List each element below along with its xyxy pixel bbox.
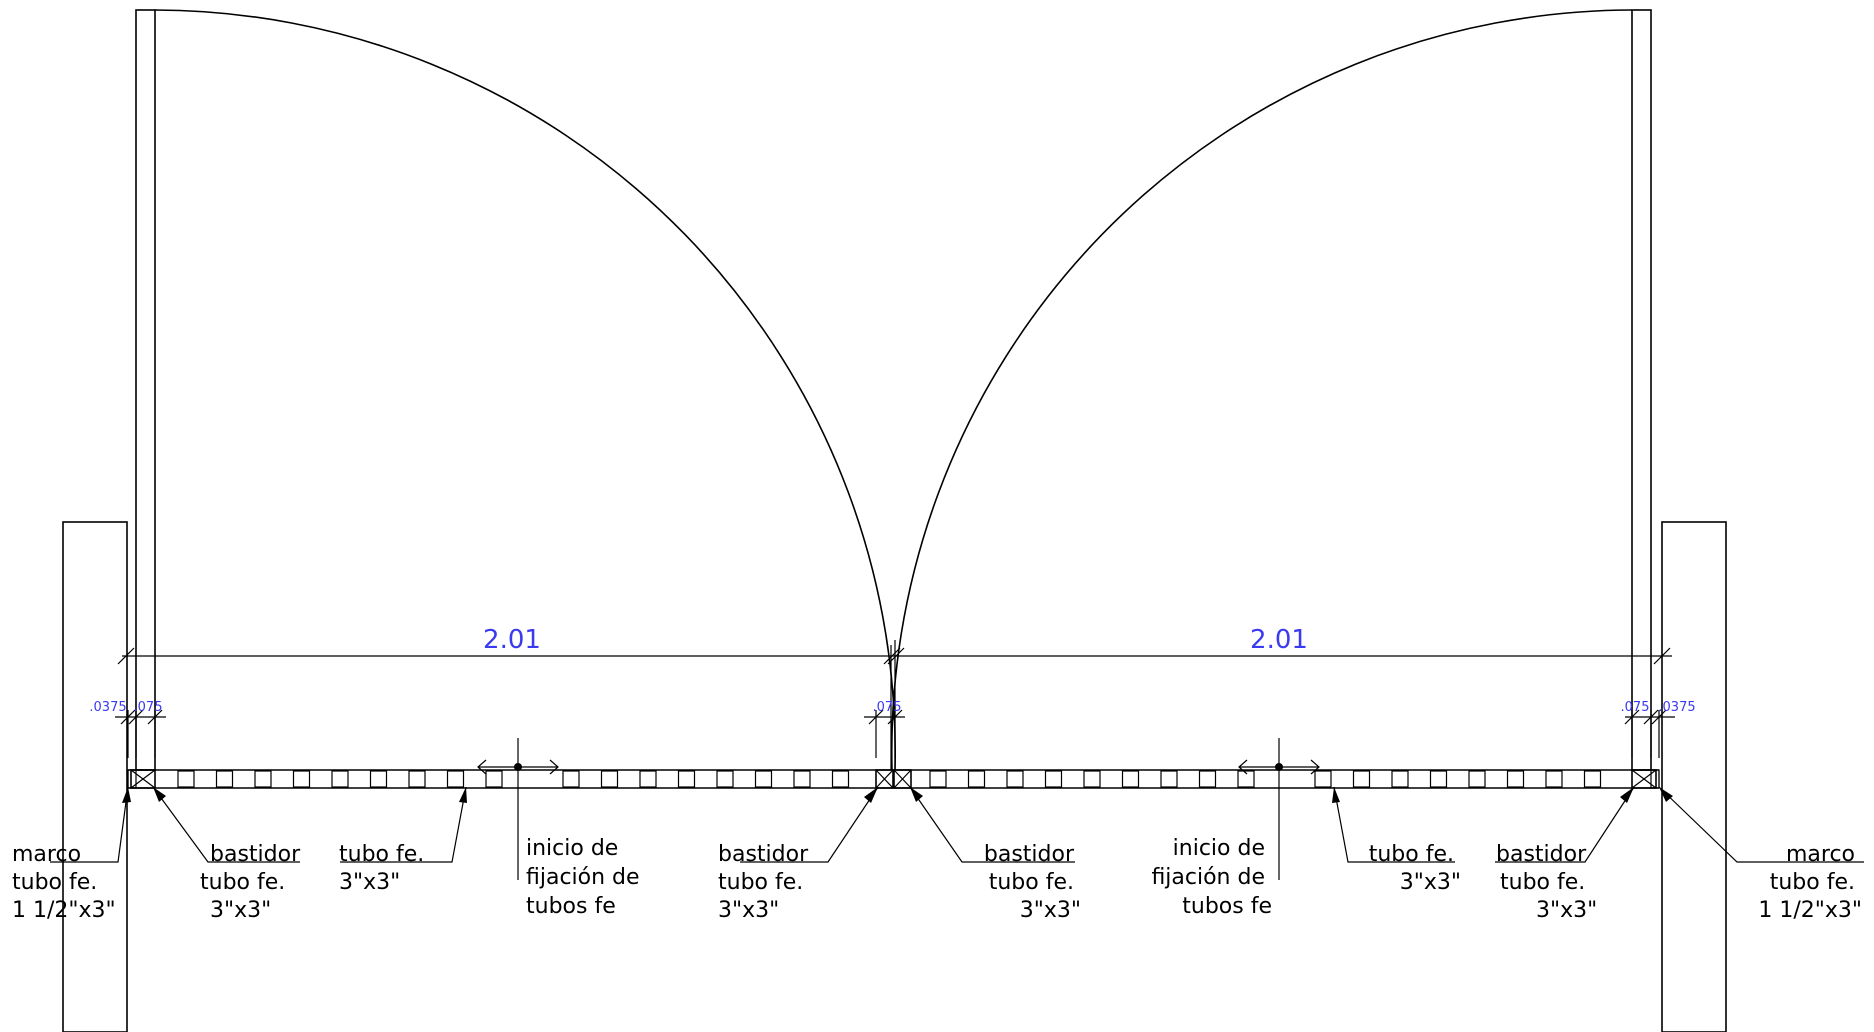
small-dimension-ticks [115, 700, 1675, 758]
dim-right-post: .075 [1621, 700, 1650, 715]
tube-square [331, 770, 349, 788]
tube-square [1583, 770, 1602, 788]
tube-square [1545, 770, 1563, 788]
tube-square [292, 770, 311, 788]
label-bastidor-right: bastidor tubo fe. 3"x3" [1496, 842, 1597, 923]
right-wall-column [1661, 521, 1727, 1032]
label-bastidor-left: bastidor tubo fe. 3"x3" [200, 842, 307, 923]
tube-square [1006, 770, 1024, 788]
tube-square [562, 770, 580, 788]
label-inicio-left: inicio de fijación de tubos fe [526, 836, 647, 919]
center-post-box-right [893, 769, 912, 789]
tube-square [600, 770, 619, 788]
tube-square [1314, 770, 1332, 788]
tube-square [446, 770, 465, 788]
tube-square [1506, 770, 1525, 788]
tube-square [1237, 770, 1255, 788]
tube-square [1160, 770, 1178, 788]
label-bastidor-center-left: bastidor tubo fe. 3"x3" [718, 842, 815, 923]
leader-lines [50, 786, 1864, 863]
tube-square [1083, 770, 1101, 788]
tube-square [485, 770, 503, 788]
label-marco-right: marco tubo fe. 1 1/2"x3" [1758, 842, 1862, 923]
left-fixation-marker [477, 738, 559, 880]
left-wall-column [62, 521, 128, 1032]
tube-square [831, 770, 850, 788]
tube-square [408, 770, 426, 788]
tube-square [1044, 770, 1063, 788]
tube-square [929, 770, 947, 788]
right-span-dimension: 2.01 [1250, 625, 1308, 655]
tube-square [177, 770, 195, 788]
tube-square [215, 770, 234, 788]
tube-square [1352, 770, 1371, 788]
tube-square [1429, 770, 1448, 788]
right-tube-row [929, 770, 1602, 788]
tube-square [639, 770, 657, 788]
dim-left-post: .075 [134, 700, 163, 715]
left-swing-arc [154, 9, 897, 771]
tube-square [716, 770, 734, 788]
label-tubo-right: tubo fe. 3"x3" [1369, 842, 1461, 895]
tube-square [369, 770, 388, 788]
center-post-box-left [875, 769, 894, 789]
label-inicio-right: inicio de fijación de tubos fe [1151, 836, 1272, 919]
left-post-box [127, 769, 156, 789]
right-fixation-marker [1238, 738, 1320, 880]
tube-square [967, 770, 986, 788]
tube-square [1121, 770, 1140, 788]
dim-left-frame: .0375 [89, 700, 126, 715]
tube-square [754, 770, 773, 788]
tube-square [677, 770, 696, 788]
tube-square [254, 770, 272, 788]
right-post-box [1631, 769, 1660, 789]
label-marco-left: marco tubo fe. 1 1/2"x3" [12, 842, 116, 923]
dim-center-gap: .075 [873, 700, 902, 715]
label-bastidor-center-right: bastidor tubo fe. 3"x3" [984, 842, 1081, 923]
left-tube-row [177, 770, 850, 788]
dim-right-frame: .0375 [1658, 700, 1695, 715]
tube-square [1468, 770, 1486, 788]
label-tubo-left: tubo fe. 3"x3" [339, 842, 431, 895]
tube-square [1198, 770, 1217, 788]
tube-square [793, 770, 811, 788]
left-span-dimension: 2.01 [483, 625, 541, 655]
right-swing-arc [890, 9, 1633, 771]
tube-square [1391, 770, 1409, 788]
